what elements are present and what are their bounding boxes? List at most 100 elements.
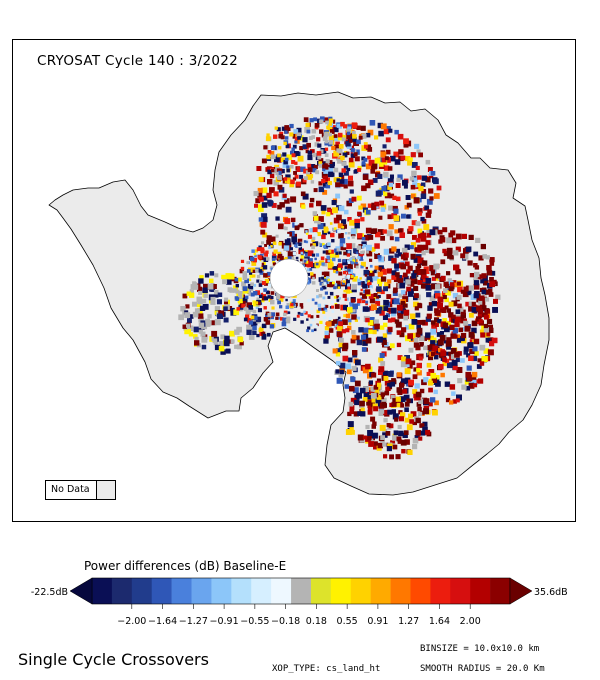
data-point bbox=[327, 180, 332, 186]
data-point bbox=[481, 289, 487, 295]
data-point bbox=[454, 352, 460, 358]
data-point bbox=[198, 316, 205, 323]
data-point bbox=[399, 403, 405, 408]
data-point bbox=[391, 409, 396, 414]
data-point bbox=[349, 405, 355, 411]
data-point bbox=[412, 374, 418, 380]
data-point bbox=[442, 248, 447, 254]
data-point bbox=[363, 386, 369, 392]
data-point bbox=[375, 231, 381, 238]
data-point bbox=[370, 386, 376, 392]
data-point bbox=[307, 250, 314, 257]
footer-title: Single Cycle Crossovers bbox=[18, 650, 209, 669]
data-point bbox=[380, 203, 387, 210]
data-point bbox=[377, 278, 383, 284]
data-point bbox=[481, 356, 488, 363]
data-point bbox=[300, 166, 306, 172]
data-point bbox=[418, 233, 423, 239]
data-point bbox=[347, 307, 353, 313]
data-point bbox=[398, 228, 403, 233]
data-point bbox=[473, 283, 480, 290]
data-point bbox=[425, 240, 431, 246]
data-point bbox=[457, 303, 462, 309]
data-point bbox=[427, 209, 432, 214]
data-point bbox=[378, 267, 382, 271]
data-point bbox=[367, 435, 372, 441]
data-point bbox=[214, 273, 219, 278]
data-point bbox=[409, 176, 415, 181]
data-point bbox=[377, 122, 383, 129]
data-point bbox=[362, 174, 369, 180]
data-point bbox=[320, 205, 327, 211]
data-point bbox=[473, 251, 479, 257]
data-point bbox=[366, 250, 373, 257]
data-point bbox=[332, 348, 338, 354]
data-point bbox=[267, 313, 272, 317]
data-point bbox=[348, 198, 354, 203]
data-point bbox=[299, 174, 304, 179]
data-point bbox=[397, 439, 403, 444]
data-point bbox=[342, 281, 345, 285]
data-point bbox=[283, 177, 288, 181]
data-point bbox=[412, 182, 418, 188]
data-point bbox=[300, 254, 306, 259]
data-point bbox=[334, 248, 339, 253]
data-point bbox=[489, 341, 495, 347]
data-point bbox=[399, 396, 406, 403]
data-point bbox=[381, 186, 387, 191]
data-point bbox=[284, 239, 291, 246]
data-point bbox=[453, 250, 459, 256]
data-point bbox=[214, 344, 221, 351]
data-point bbox=[189, 289, 194, 294]
data-point bbox=[374, 243, 380, 249]
data-point bbox=[249, 285, 253, 290]
data-point bbox=[324, 291, 328, 295]
data-point bbox=[420, 284, 426, 289]
data-point bbox=[245, 314, 250, 319]
data-point bbox=[458, 327, 464, 333]
data-point bbox=[475, 237, 481, 243]
data-point bbox=[328, 121, 332, 126]
data-point bbox=[312, 211, 318, 216]
data-point bbox=[413, 338, 419, 343]
no-data-label: No Data bbox=[51, 484, 90, 495]
data-point bbox=[360, 411, 366, 417]
data-point bbox=[413, 342, 419, 348]
data-point bbox=[393, 208, 399, 214]
data-point bbox=[471, 327, 477, 334]
data-point bbox=[322, 175, 329, 182]
data-point bbox=[351, 261, 355, 265]
data-point bbox=[479, 295, 485, 301]
data-point bbox=[350, 228, 357, 235]
data-point bbox=[305, 122, 310, 128]
data-point bbox=[283, 312, 287, 317]
data-point bbox=[354, 318, 358, 322]
data-point bbox=[398, 252, 403, 257]
data-point bbox=[279, 305, 283, 309]
data-point bbox=[337, 159, 342, 164]
data-point bbox=[420, 235, 427, 242]
data-point bbox=[350, 338, 356, 344]
data-point bbox=[300, 320, 304, 324]
data-point bbox=[309, 323, 313, 327]
data-point bbox=[387, 185, 392, 190]
data-point bbox=[495, 294, 501, 300]
data-point bbox=[378, 357, 384, 363]
data-point bbox=[405, 195, 411, 200]
data-point bbox=[318, 163, 323, 168]
data-point bbox=[404, 205, 409, 210]
data-point bbox=[354, 399, 360, 406]
data-point bbox=[259, 280, 263, 284]
data-point bbox=[486, 265, 492, 271]
data-point bbox=[332, 227, 336, 232]
data-point bbox=[443, 288, 448, 293]
data-point bbox=[291, 256, 295, 260]
data-point bbox=[229, 330, 235, 337]
data-point bbox=[439, 307, 445, 313]
data-point bbox=[446, 344, 452, 350]
data-point bbox=[213, 289, 219, 295]
colorbar-cell bbox=[251, 578, 272, 604]
data-point bbox=[214, 306, 220, 312]
data-point bbox=[320, 116, 325, 121]
data-point bbox=[455, 309, 461, 315]
